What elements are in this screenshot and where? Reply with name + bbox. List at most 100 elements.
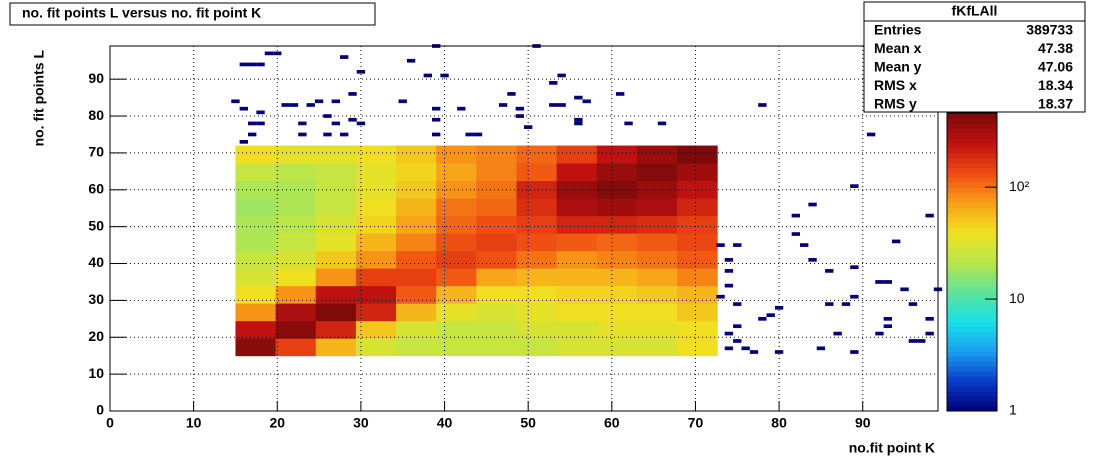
sparse-cell [733,243,742,247]
heat-cell [516,268,558,287]
sparse-cell [833,331,842,336]
sparse-cell [557,73,566,78]
colorbar-step [947,366,997,372]
heat-cell [476,215,517,234]
heat-cell [396,303,437,322]
heat-cell [315,268,357,287]
sparse-cell [549,103,558,107]
sparse-cell [239,140,248,144]
colorbar-step [947,187,997,193]
heat-cell [436,163,477,182]
stats-title: fKfLAll [952,3,998,19]
sparse-cell [716,243,725,247]
colorbar-step [947,192,997,198]
x-tick-label: 90 [855,415,871,431]
heat-cell [396,250,437,269]
colorbar-step [947,361,997,367]
colorbar-step [947,401,997,407]
heat-cell [636,180,678,199]
sparse-cell [398,99,407,104]
y-tick-label: 80 [88,107,104,123]
heat-cell [235,285,277,304]
y-tick-label: 10 [88,365,104,381]
plot-border [109,45,939,412]
heat-cell [677,338,718,357]
heat-cell [596,250,638,269]
y-tick-label: 40 [88,254,104,270]
colorbar-step [947,306,997,313]
sparse-cell [248,132,257,137]
heat-cell [556,180,598,199]
z-tick-label: 10² [1009,178,1030,194]
stats-label: RMS x [874,77,917,93]
colorbar-step [947,396,997,402]
sparse-cell [724,331,734,336]
heat-cell [476,320,517,339]
heat-cell [396,285,437,304]
heat-cell [315,250,357,269]
heat-cell [516,163,558,182]
sparse-cell [866,132,876,137]
sparse-cell [231,99,240,104]
heat-cell [677,145,718,164]
colorbar-step [947,286,997,293]
colorbar-step [947,406,997,412]
heat-cell [315,303,357,322]
sparse-cell [892,239,901,244]
heat-cell [436,198,477,217]
sparse-cell [875,280,884,284]
sparse-cell [917,339,926,343]
heat-cell [436,145,477,164]
sparse-cell [741,346,750,351]
colorbar-step [947,212,997,218]
colorbar-step [947,296,997,303]
colorbar-step [947,257,997,263]
heat-cell [436,215,477,234]
sparse-cell [624,121,633,126]
colorbar-step [947,326,997,333]
colorbar-step [947,291,997,298]
colorbar-step [947,281,997,288]
sparse-cell [256,121,265,126]
heat-cell [476,303,517,322]
heat-cell [235,180,277,199]
sparse-cell [406,58,416,63]
sparse-cell [908,302,918,306]
colorbar-step [947,117,997,124]
heat-cell [516,285,558,304]
heat-cell [396,215,437,234]
heat-cell [677,198,718,217]
sparse-cell [432,132,441,137]
heat-cell [596,215,638,234]
heat-cell [275,285,317,304]
sparse-cell [549,81,558,85]
heat-cell [275,215,317,234]
colorbar-step [947,197,997,203]
heat-cell [355,285,397,304]
heat-cell [235,250,277,269]
heat-cell [636,233,678,252]
heat-cell [275,338,317,357]
sparse-cell [733,339,742,343]
colorbar-step [947,356,997,362]
heat-cell [355,250,397,269]
heat-cell [596,320,638,339]
sparse-cell [281,103,290,107]
sparse-cell [248,62,257,67]
sparse-cell [298,132,307,137]
heat-cell [275,145,317,164]
heat-cell [396,268,437,287]
heat-cell [396,163,437,182]
sparse-cell [515,114,524,118]
sparse-cell [850,294,859,299]
colorbar-step [947,331,997,337]
colorbar-step [947,177,997,184]
heat-cell [436,320,477,339]
heat-cell [235,303,277,322]
heat-cell [677,250,718,269]
colorbar-step [947,301,997,308]
heat-cell [436,338,477,357]
stats-label: Mean y [874,59,922,75]
sparse-cell [239,106,248,111]
heat-cell [596,198,638,217]
